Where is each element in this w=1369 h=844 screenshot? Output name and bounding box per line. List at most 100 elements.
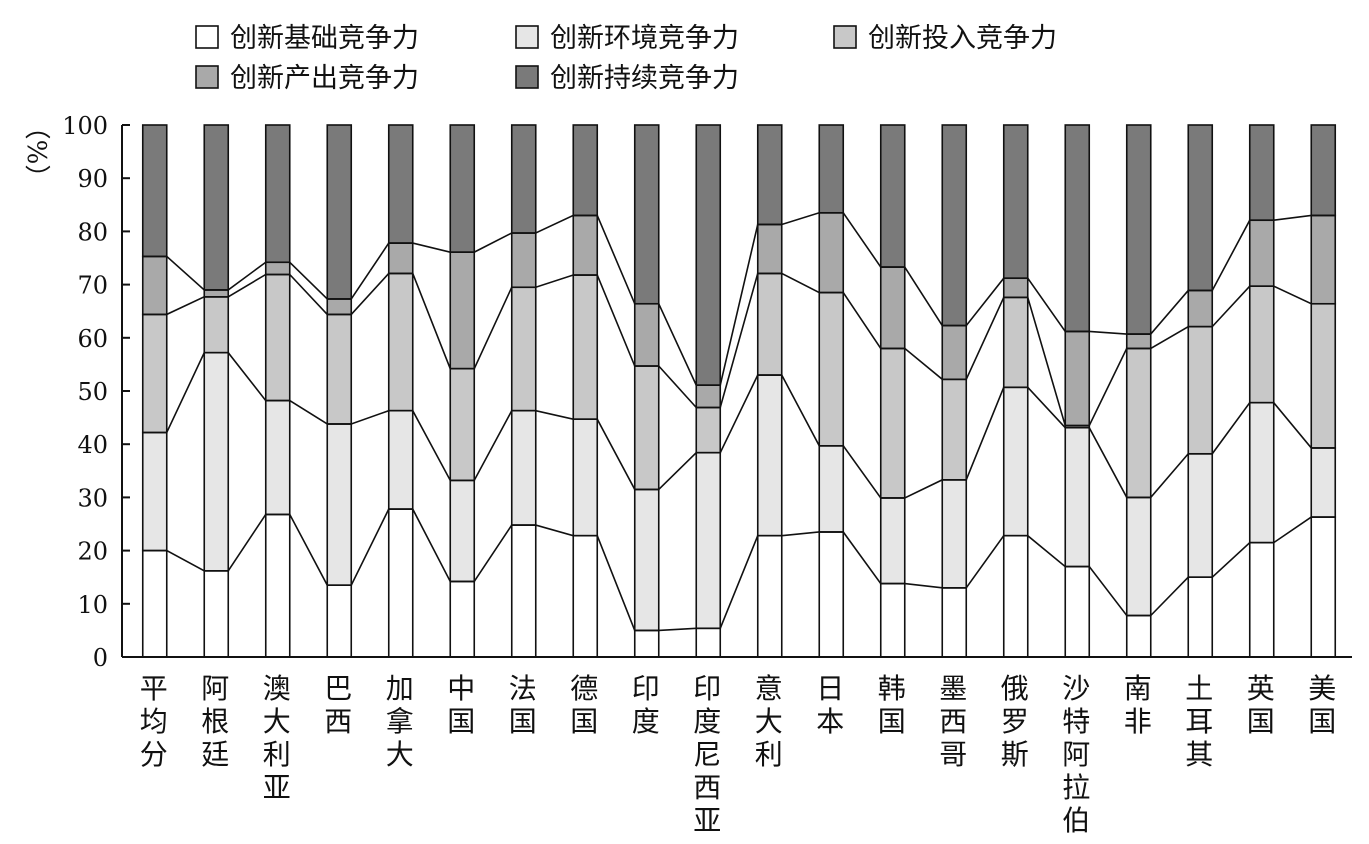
bar-segment-1-10	[695, 627, 722, 658]
bar-segment-4-15	[1002, 277, 1029, 299]
category-label-char: 度	[632, 705, 660, 738]
bar-segment-4-18	[1187, 289, 1214, 328]
bars-group	[141, 124, 1337, 658]
category-label-char: 韩	[878, 672, 906, 705]
y-tick-label-9: 80	[77, 218, 108, 246]
category-label-char: 本	[816, 705, 844, 738]
bar-segment-2-14	[941, 479, 968, 589]
category-label-char: 利	[755, 738, 783, 771]
category-label-char: 平	[140, 672, 168, 705]
bar-segment-4-1	[141, 255, 168, 316]
category-label-9: 印度	[632, 672, 660, 738]
bar-segment-4-13	[879, 266, 906, 350]
category-label-char: 均	[140, 705, 168, 738]
legend-label: 创新持续竞争力	[550, 63, 739, 94]
category-label-15: 俄罗斯	[1001, 672, 1029, 771]
bar-segment-5-10	[695, 124, 722, 386]
category-label-char: 沙	[1062, 672, 1090, 705]
legend-label: 创新基础竞争力	[230, 23, 419, 54]
bar-segment-2-5	[387, 409, 414, 510]
category-label-char: 利	[263, 738, 291, 771]
bar-segment-2-13	[879, 497, 906, 585]
legend-item-5: 创新持续竞争力	[515, 63, 739, 94]
bar-segment-5-15	[1002, 124, 1029, 280]
bar-segment-2-6	[449, 479, 476, 583]
category-label-char: 国	[1308, 705, 1336, 738]
bar-segment-2-12	[818, 444, 845, 533]
bar-segment-5-20	[1310, 124, 1337, 217]
bar-segment-4-20	[1310, 214, 1337, 305]
bar-segment-5-7	[510, 124, 537, 234]
bar-segment-5-9	[633, 124, 660, 305]
bar-segment-3-14	[941, 378, 968, 481]
category-label-char: 巴	[324, 672, 352, 705]
bar-segment-2-7	[510, 409, 537, 526]
bar-segment-3-8	[572, 274, 599, 420]
bar-segment-3-19	[1248, 285, 1275, 404]
bar-segment-1-3	[264, 513, 291, 658]
category-label-char: 加	[386, 672, 414, 705]
legend-item-3: 创新投入竞争力	[833, 23, 1057, 54]
category-label-char: 大	[263, 705, 291, 738]
bar-segment-3-18	[1187, 325, 1214, 455]
bar-segment-3-1	[141, 313, 168, 434]
bar-segment-5-2	[203, 124, 230, 291]
category-label-char: 伯	[1062, 804, 1090, 837]
category-label-19: 英国	[1247, 672, 1275, 738]
category-label-14: 墨西哥	[939, 672, 967, 771]
bar-segment-5-11	[756, 124, 783, 226]
bar-segment-5-14	[941, 124, 968, 327]
bar-segment-5-16	[1064, 124, 1091, 333]
category-label-char: 印	[632, 672, 660, 705]
category-label-char: 日	[816, 672, 844, 705]
category-label-char: 拿	[386, 705, 414, 738]
bar-segment-2-16	[1064, 426, 1091, 568]
bar-segment-4-9	[633, 302, 660, 367]
category-label-char: 大	[386, 738, 414, 771]
axes: 0 10 20 30 40 50 60 70 80 90 100	[62, 112, 1352, 672]
bar-segment-3-9	[633, 365, 660, 491]
legend-swatch	[833, 25, 857, 49]
category-label-char: 土	[1185, 672, 1213, 705]
category-label-char: 根	[201, 705, 229, 738]
category-label-char: 西	[939, 705, 967, 738]
bar-segment-3-5	[387, 272, 414, 412]
y-tick-label-3: 20	[77, 538, 108, 566]
category-label-6: 中国	[447, 672, 475, 738]
category-label-char: 亚	[263, 771, 291, 804]
bar-segment-4-17	[1125, 333, 1152, 350]
bar-segment-2-19	[1248, 401, 1275, 544]
bar-segment-4-10	[695, 384, 722, 409]
bar-segment-2-3	[264, 399, 291, 516]
category-label-4: 巴西	[324, 672, 352, 738]
category-label-char: 特	[1062, 705, 1090, 738]
bar-segment-5-12	[818, 124, 845, 214]
bar-segment-4-16	[1064, 330, 1091, 427]
connector-line-3	[142, 272, 1336, 427]
legend-label: 创新环境竞争力	[550, 23, 739, 54]
bar-segment-1-2	[203, 570, 230, 658]
category-label-char: 拉	[1062, 771, 1090, 804]
legend-swatch	[195, 25, 219, 49]
bar-segment-5-18	[1187, 124, 1214, 292]
y-tick-label-5: 40	[77, 431, 108, 459]
bar-segment-3-3	[264, 273, 291, 402]
category-label-char: 国	[509, 705, 537, 738]
category-label-char: 阿	[201, 672, 229, 705]
category-label-2: 阿根廷	[201, 672, 229, 771]
category-label-char: 西	[693, 771, 721, 804]
legend-swatch	[515, 65, 539, 89]
bar-segment-5-8	[572, 124, 599, 217]
bar-segment-3-7	[510, 286, 537, 412]
legend-item-4: 创新产出竞争力	[195, 63, 419, 94]
bar-segment-1-15	[1002, 534, 1029, 658]
legend-label: 创新投入竞争力	[868, 23, 1057, 54]
bar-segment-5-17	[1125, 124, 1152, 335]
category-label-char: 哥	[939, 738, 967, 771]
category-label-char: 大	[755, 705, 783, 738]
y-tick-label-7: 60	[77, 325, 108, 353]
category-label-char: 非	[1124, 705, 1152, 738]
bar-segment-2-9	[633, 488, 660, 632]
category-label-char: 意	[755, 672, 783, 705]
